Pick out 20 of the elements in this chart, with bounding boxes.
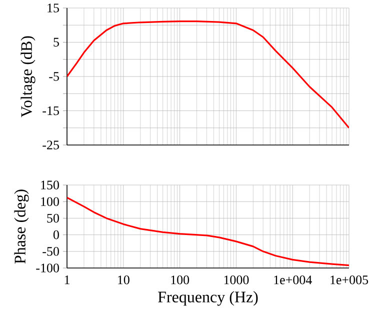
x-tick-label: 1 bbox=[64, 276, 70, 284]
y-tick-label: -15 bbox=[42, 106, 59, 116]
y-tick-label: 150 bbox=[41, 180, 59, 190]
y-tick-label: 0 bbox=[53, 230, 59, 240]
y-tick-label: -25 bbox=[42, 140, 59, 150]
y-tick-label: 50 bbox=[47, 214, 59, 223]
y-tick-label: 100 bbox=[41, 197, 59, 206]
y-tick-label: -100 bbox=[36, 264, 59, 272]
y-axis-title: Voltage (dB) bbox=[20, 36, 36, 118]
y-tick-label: 15 bbox=[48, 4, 59, 12]
y-tick-label: 5 bbox=[54, 38, 59, 47]
x-tick-label: 1e+005 bbox=[330, 276, 368, 284]
y-tick-label: -50 bbox=[42, 247, 59, 256]
x-tick-label: 1e+004 bbox=[274, 276, 312, 284]
y-tick-label: -5 bbox=[49, 72, 59, 81]
x-tick-label: 10 bbox=[118, 276, 130, 284]
y-axis-title: Phase (deg) bbox=[14, 190, 29, 264]
x-tick-label: 100 bbox=[171, 276, 190, 284]
x-tick-label: 1000 bbox=[224, 276, 249, 284]
x-axis-title: Frequency (Hz) bbox=[158, 291, 258, 306]
